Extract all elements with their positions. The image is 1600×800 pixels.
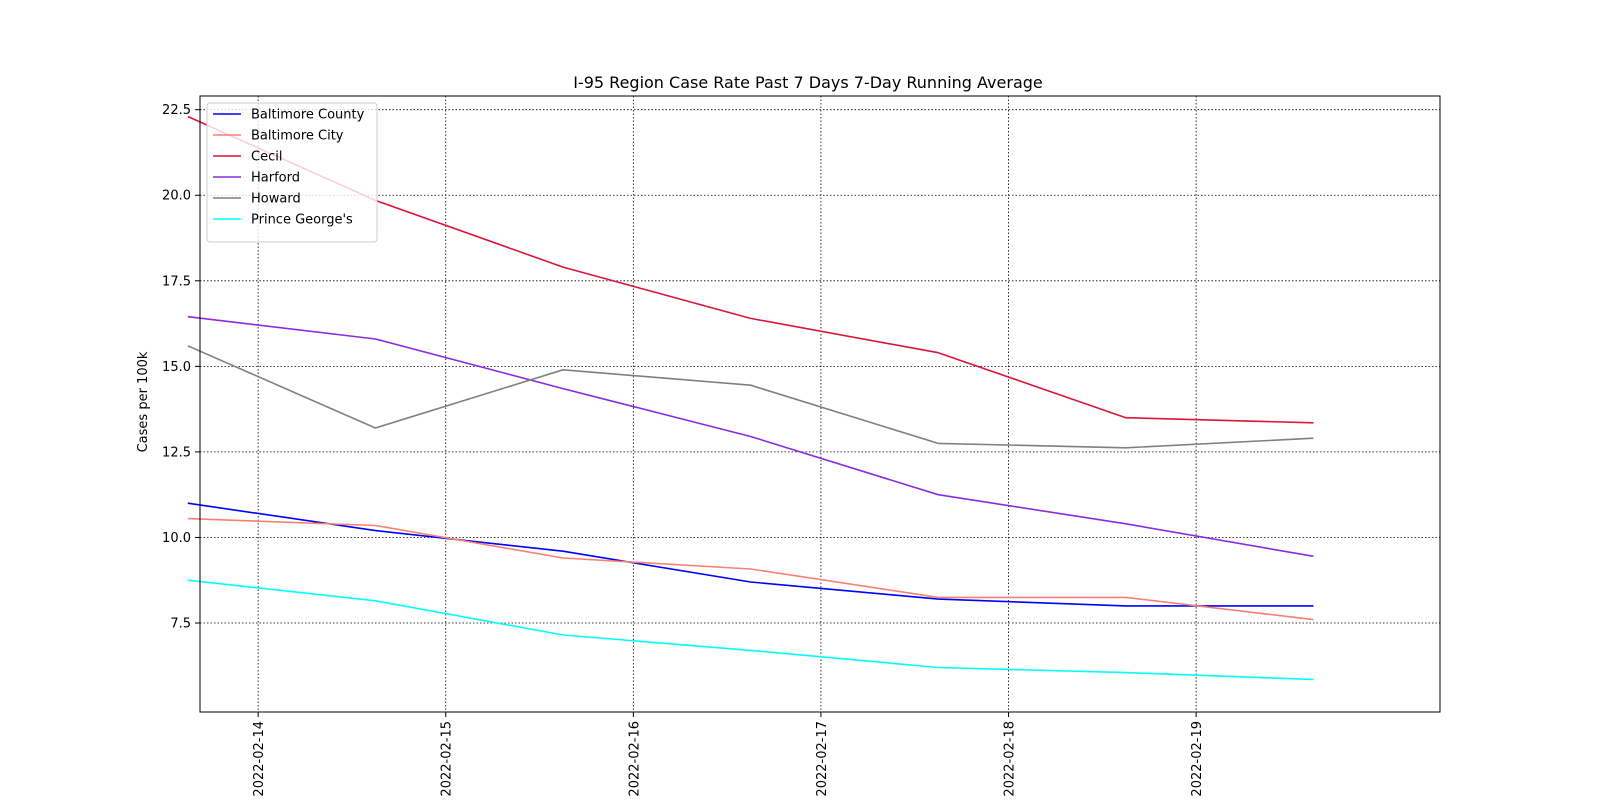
legend-label: Baltimore City (251, 129, 344, 144)
x-tick-label: 2022-02-15 (440, 721, 455, 797)
y-tick-label: 15.0 (162, 360, 191, 375)
y-axis-label: Cases per 100k (136, 351, 151, 452)
axis-ticks: 2022-02-14 2022-02-15 2022-02-16 2022-02-17… (162, 103, 1205, 796)
x-tick-label: 2022-02-14 (252, 721, 267, 797)
x-tick-label: 2022-02-18 (1003, 721, 1018, 797)
chart-title: I-95 Region Case Rate Past 7 Days 7-Day … (573, 73, 1043, 92)
legend-label: Howard (251, 192, 301, 207)
series-line-prince-george-s (187, 579, 1314, 681)
plot-area-frame (199, 95, 1441, 713)
y-tick-label: 12.5 (162, 445, 191, 460)
y-tick-label: 20.0 (162, 189, 191, 204)
y-tick-label: 17.5 (162, 274, 191, 289)
series-line-harford (187, 315, 1314, 558)
x-tick-label: 2022-02-19 (1190, 721, 1205, 797)
y-tick-label: 7.5 (170, 617, 191, 632)
x-tick-label: 2022-02-17 (815, 721, 830, 797)
series-line-baltimore-county (187, 502, 1314, 607)
legend-box (206, 102, 378, 243)
y-tick-label: 22.5 (162, 103, 191, 118)
grid-lines (200, 96, 1440, 712)
x-tick-label: 2022-02-16 (627, 721, 642, 797)
legend-label: Cecil (251, 150, 282, 165)
legend: Baltimore County Baltimore City Cecil Harfo… (206, 102, 378, 243)
legend-label: Prince George's (251, 213, 353, 228)
series-line-howard (187, 345, 1314, 449)
y-tick-label: 10.0 (162, 531, 191, 546)
legend-label: Harford (251, 171, 300, 186)
series-line-baltimore-city (187, 517, 1314, 621)
legend-label: Baltimore County (251, 108, 365, 123)
